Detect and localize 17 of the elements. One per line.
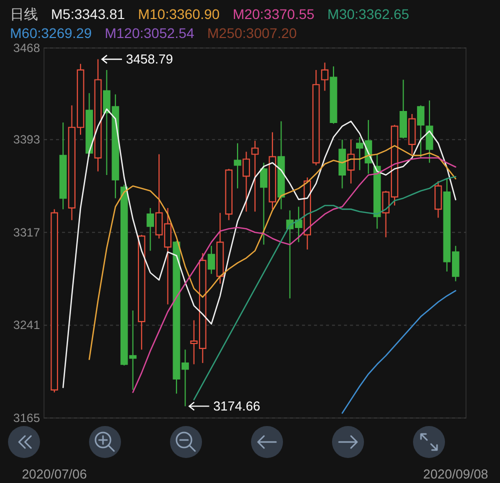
legend-item: M120:3052.54 bbox=[104, 25, 194, 41]
x-tick-label: 2020/09/08 bbox=[423, 466, 488, 482]
y-tick-label: 3468 bbox=[13, 41, 40, 55]
annotation: 3174.66 bbox=[213, 398, 260, 414]
legend-item: M60:3269.29 bbox=[10, 25, 92, 41]
title: 日线 bbox=[10, 6, 38, 22]
legend-item: M20:3370.55 bbox=[232, 6, 314, 22]
legend-item: M10:3360.90 bbox=[138, 6, 220, 22]
legend-item: M30:3362.65 bbox=[327, 6, 410, 22]
y-tick-label: 3393 bbox=[13, 132, 40, 147]
y-tick-label: 3165 bbox=[13, 411, 40, 425]
legend-item: M250:3007.20 bbox=[207, 25, 297, 41]
y-tick-label: 3241 bbox=[13, 318, 40, 332]
x-tick-label: 2020/07/06 bbox=[22, 466, 87, 482]
legend-item: M5:3343.81 bbox=[51, 6, 125, 22]
y-tick-label: 3317 bbox=[13, 225, 40, 240]
annotation: 3458.79 bbox=[126, 52, 173, 67]
